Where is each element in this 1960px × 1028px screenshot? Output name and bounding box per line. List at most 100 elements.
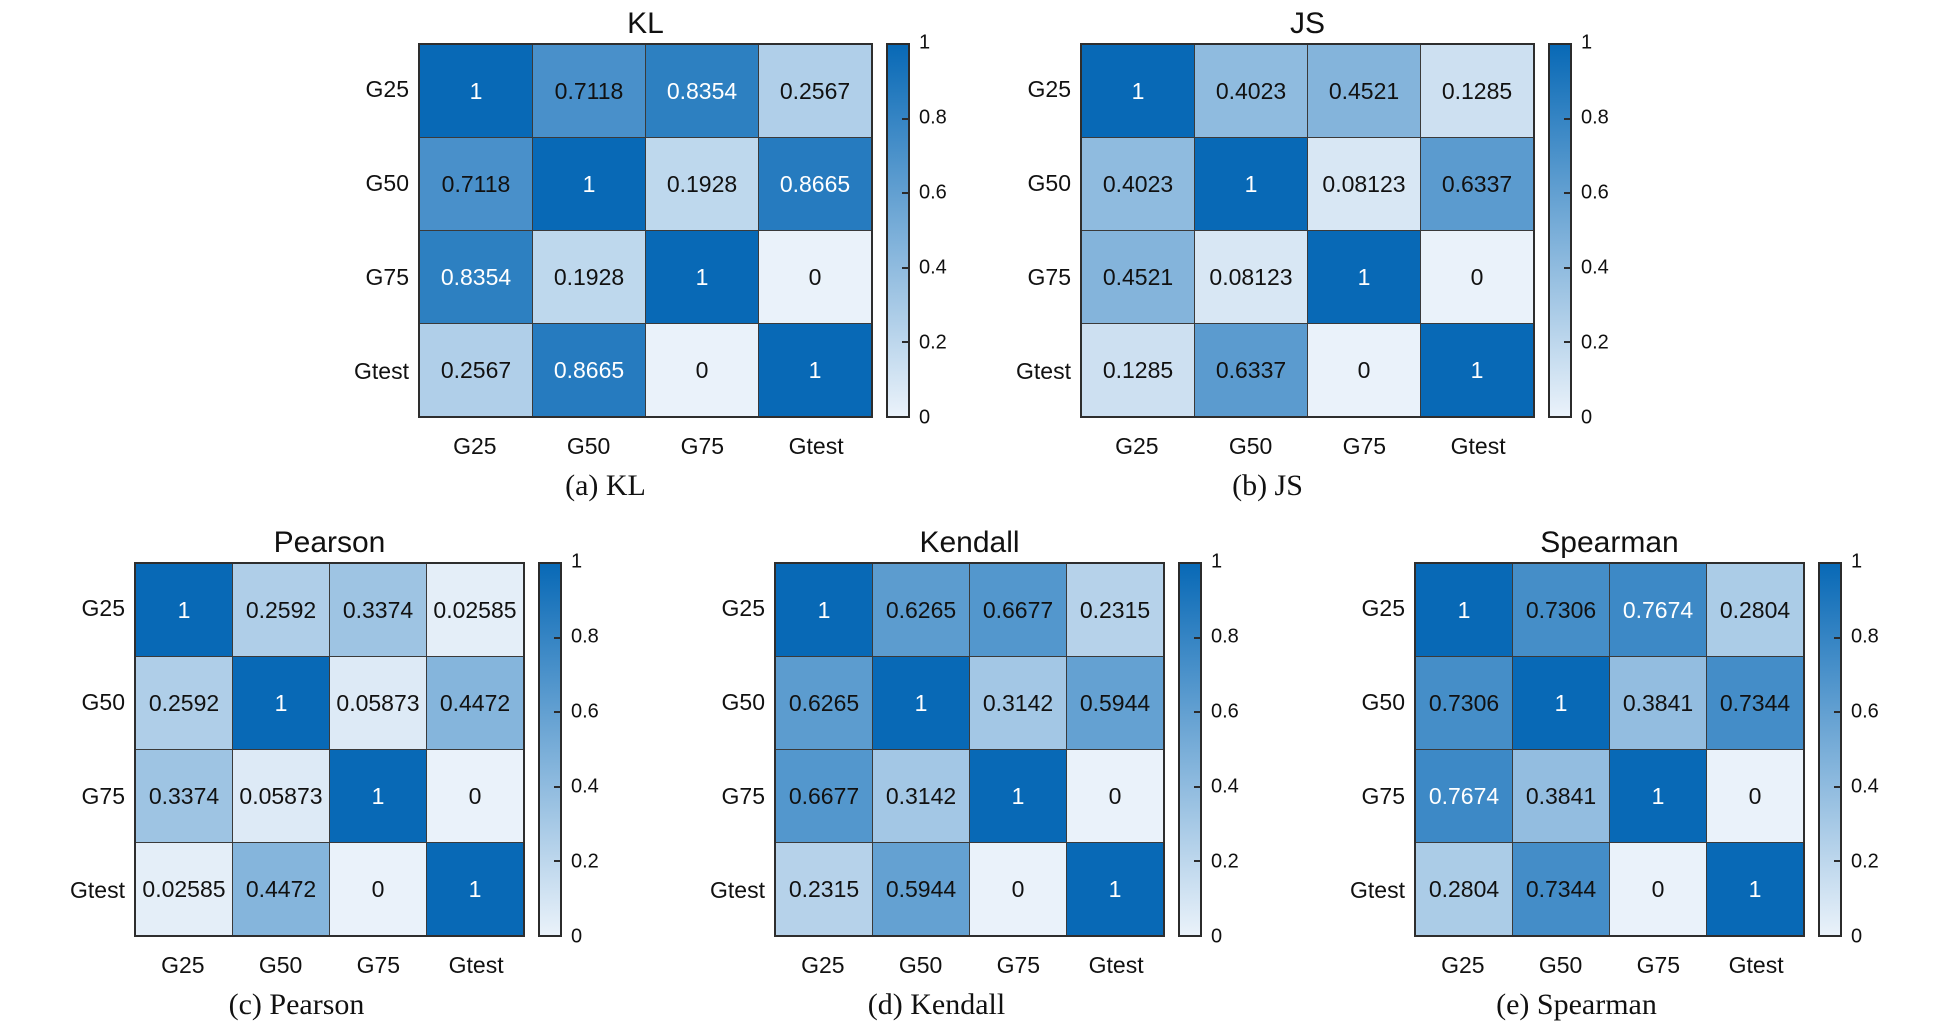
heatmap-grid: 1 0.4023 0.4521 0.1285 0.4023 1 0.08123 0.6337 0… [1080, 43, 1535, 418]
heatmap-cell: 0.7118 [420, 138, 532, 230]
heatmap-cell: 1 [759, 324, 871, 416]
y-axis-label: G25 [1361, 595, 1405, 622]
y-axis-label: G75 [721, 782, 765, 809]
x-axis-label: G25 [161, 952, 205, 978]
colorbar-gradient [1818, 562, 1842, 937]
colorbar-tick-label: 1 [1581, 31, 1593, 54]
heatmap-cell: 0.02585 [427, 564, 523, 656]
heatmap-cell: 0.05873 [233, 750, 329, 842]
x-axis-label: Gtest [1450, 433, 1506, 459]
colorbar-tick-label: 0.8 [571, 625, 599, 648]
heatmap-cell: 0.2315 [1067, 564, 1163, 656]
colorbar-tick-label: 0 [1851, 925, 1863, 948]
colorbar-tick-mark [1834, 637, 1840, 640]
subfigure-caption: (d) Kendall [867, 988, 1006, 1021]
subfigure-caption: (a) KL [565, 469, 646, 502]
colorbar-tick-label: 0.2 [919, 331, 947, 354]
heatmap-cell: 0.2567 [759, 45, 871, 137]
x-axis-label: G25 [1115, 433, 1159, 459]
heatmap-cell: 1 [427, 843, 523, 935]
colorbar-tick-mark [1564, 192, 1570, 195]
colorbar-tick-label: 0.6 [1851, 700, 1879, 723]
y-axis-label: G75 [365, 263, 409, 290]
heatmap-cell: 0.5944 [1067, 657, 1163, 749]
heatmap-cell: 0.7674 [1610, 564, 1706, 656]
x-axis-label: G75 [680, 433, 725, 459]
x-axis-label: G25 [801, 952, 845, 978]
colorbar-tick-mark [1194, 711, 1200, 714]
colorbar-tick-mark [902, 192, 908, 195]
heatmap-cell: 0 [330, 843, 426, 935]
colorbar-tick-label: 0.2 [1851, 850, 1879, 873]
colorbar-tick-mark [902, 340, 908, 343]
heatmap-cell: 0.6337 [1421, 138, 1533, 230]
x-axis-label: G75 [356, 952, 401, 978]
x-axis-label: G50 [1538, 952, 1583, 978]
colorbar-tick-label: 1 [571, 550, 583, 573]
x-axis-label: G50 [258, 952, 303, 978]
colorbar-tick-label: 0.4 [1581, 256, 1609, 279]
colorbar-tick-label: 0.6 [1581, 181, 1609, 204]
y-axis-label: Gtest [1350, 876, 1405, 903]
y-axis-label: G75 [81, 782, 125, 809]
chart-spearman: Spearman G25 G50 G75 Gtest 1 0.7306 0.7674 0.2… [1348, 525, 1892, 1028]
x-axis-row: G25 G50 G75 Gtest [1348, 952, 1892, 979]
y-axis-label: Gtest [354, 357, 409, 384]
plot-area: G25 G50 G75 Gtest 1 0.7118 0.8354 0.2567 0.7118… [338, 32, 960, 429]
colorbar-tick-label: 0.8 [919, 106, 947, 129]
colorbar-tick-label: 0 [1211, 925, 1223, 948]
colorbar-tick-mark [554, 637, 560, 640]
colorbar-tick-label: 0.6 [1211, 700, 1239, 723]
heatmap-cell: 0.4521 [1308, 45, 1420, 137]
heatmap-cell: 0 [427, 750, 523, 842]
heatmap-cell: 0.3374 [136, 750, 232, 842]
colorbar-tick-label: 0 [571, 925, 583, 948]
heatmap-cell: 0.2804 [1707, 564, 1803, 656]
heatmap-cell: 1 [1707, 843, 1803, 935]
x-axis-labels: G25 G50 G75 Gtest [1080, 433, 1535, 460]
x-axis-row: G25 G50 G75 Gtest [708, 952, 1252, 979]
y-axis-label: G25 [1027, 76, 1071, 103]
plot-area: G25 G50 G75 Gtest 1 0.6265 0.6677 0.2315 0.6265… [708, 551, 1252, 948]
heatmap-cell: 0.6265 [776, 657, 872, 749]
x-axis-spacer [338, 433, 418, 460]
colorbar-tick-label: 0.4 [1211, 775, 1239, 798]
heatmap-cell: 0 [1067, 750, 1163, 842]
subfigure-caption: (e) Spearman [1496, 988, 1657, 1021]
heatmap-cell: 0 [1610, 843, 1706, 935]
heatmap-cell: 1 [970, 750, 1066, 842]
y-axis-labels: G25 G50 G75 Gtest [338, 43, 418, 418]
colorbar-tick-label: 0.2 [1211, 850, 1239, 873]
x-axis-label: Gtest [448, 952, 504, 978]
x-axis-labels: G25 G50 G75 Gtest [134, 952, 525, 979]
y-axis-label: G50 [721, 689, 765, 716]
heatmap-cell: 0.4472 [427, 657, 523, 749]
heatmap-cell: 0 [1308, 324, 1420, 416]
heatmap-cell: 0.4023 [1195, 45, 1307, 137]
heatmap-cell: 1 [420, 45, 532, 137]
subfigure-caption: (b) JS [1232, 469, 1303, 502]
heatmap-cell: 0.7118 [533, 45, 645, 137]
y-axis-labels: G25 G50 G75 Gtest [68, 562, 134, 937]
heatmap-cell: 0.02585 [136, 843, 232, 935]
heatmap-cell: 0.7674 [1416, 750, 1512, 842]
heatmap-cell: 0 [759, 231, 871, 323]
figure-row-top: KL G25 G50 G75 Gtest 1 0.7118 0.8354 0.2567 0.7… [0, 0, 1960, 509]
x-axis-label: G50 [1228, 433, 1273, 459]
heatmap-cell: 1 [646, 231, 758, 323]
x-axis-label: G50 [566, 433, 611, 459]
y-axis-label: G75 [1027, 263, 1071, 290]
heatmap-cell: 1 [1082, 45, 1194, 137]
heatmap-cell: 0.4023 [1082, 138, 1194, 230]
chart-title: Kendall [919, 526, 1020, 559]
colorbar-gradient [538, 562, 562, 937]
heatmap-cell: 0.2592 [233, 564, 329, 656]
y-axis-label: G50 [1361, 689, 1405, 716]
colorbar-tick-label: 0.4 [1851, 775, 1879, 798]
heatmap-cell: 0.2804 [1416, 843, 1512, 935]
colorbar-tick-label: 0.6 [919, 181, 947, 204]
colorbar-tick-label: 1 [1851, 550, 1863, 573]
chart-kendall: Kendall G25 G50 G75 Gtest 1 0.6265 0.6677 0.23… [708, 525, 1252, 1028]
colorbar-tick-label: 0.4 [571, 775, 599, 798]
